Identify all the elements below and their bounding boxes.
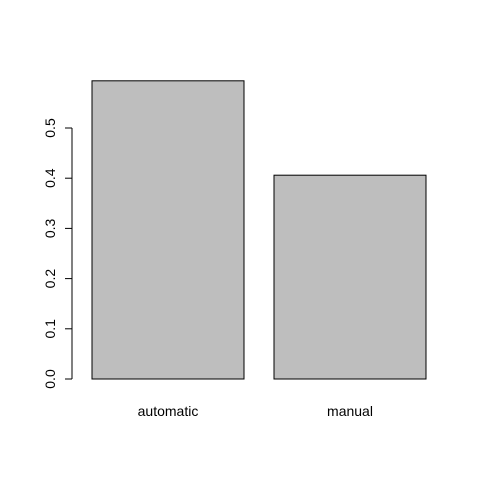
category-label-automatic: automatic [138, 403, 199, 419]
y-tick-label: 0.5 [42, 118, 58, 138]
y-tick-label: 0.2 [42, 269, 58, 289]
y-tick-label: 0.3 [42, 218, 58, 238]
y-axis: 0.0 0.1 0.2 0.3 0.4 0.5 [42, 118, 73, 389]
x-axis-labels: automatic manual [138, 403, 373, 419]
y-tick-label: 0.0 [42, 369, 58, 389]
y-tick-label: 0.1 [42, 319, 58, 339]
bar-manual [273, 174, 427, 380]
category-label-manual: manual [327, 403, 373, 419]
bars [91, 80, 427, 380]
y-tick-label: 0.4 [42, 168, 58, 188]
bar-automatic [91, 80, 245, 380]
